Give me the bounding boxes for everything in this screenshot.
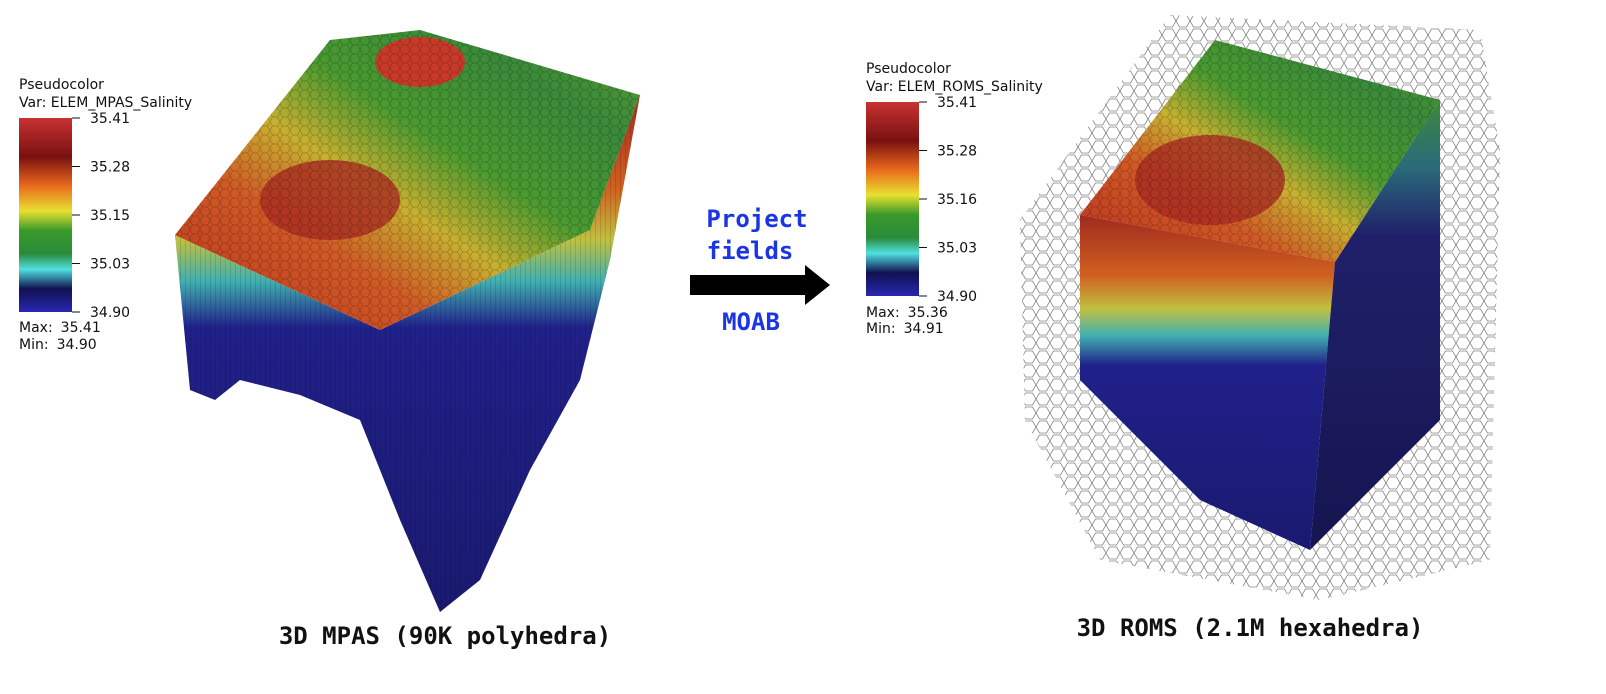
- roms-render: [1020, 15, 1500, 600]
- colorbar: [866, 102, 919, 296]
- arrow-group: Project fields MOAB: [690, 205, 830, 336]
- caption: 3D ROMS (2.1M hexahedra): [1077, 614, 1424, 642]
- legend-variable: Var: ELEM_ROMS_Salinity: [866, 79, 1043, 95]
- tick-label: 35.28: [937, 144, 977, 160]
- tick-label: 35.03: [90, 257, 130, 273]
- min-label: Min: 34.91: [866, 321, 944, 337]
- arrow-label: MOAB: [722, 308, 780, 336]
- legend-right: Pseudocolor Var: ELEM_ROMS_Salinity 35.4…: [866, 61, 1043, 337]
- max-label: Max: 35.41: [19, 320, 101, 336]
- arrow-label: Project: [706, 205, 807, 233]
- tick-label: 35.28: [90, 160, 130, 176]
- max-label: Max: 35.36: [866, 305, 948, 321]
- tick-label: 35.16: [937, 192, 977, 208]
- legend-title: Pseudocolor: [866, 61, 951, 77]
- tick-label: 34.90: [90, 305, 130, 321]
- arrow: [690, 265, 830, 305]
- min-label: Min: 34.90: [19, 337, 97, 353]
- caption: 3D MPAS (90K polyhedra): [279, 622, 611, 650]
- legend-title: Pseudocolor: [19, 77, 104, 93]
- tick-label: 34.90: [937, 289, 977, 305]
- tick-label: 35.41: [937, 95, 977, 111]
- legend-variable: Var: ELEM_MPAS_Salinity: [19, 95, 192, 111]
- mpas-render: [175, 30, 640, 612]
- tick-label: 35.41: [90, 111, 130, 127]
- tick-label: 35.03: [937, 241, 977, 257]
- arrow-label: fields: [707, 237, 794, 265]
- tick-label: 35.15: [90, 208, 130, 224]
- colorbar: [19, 118, 72, 312]
- legend-left: Pseudocolor Var: ELEM_MPAS_Salinity 35.4…: [19, 77, 192, 353]
